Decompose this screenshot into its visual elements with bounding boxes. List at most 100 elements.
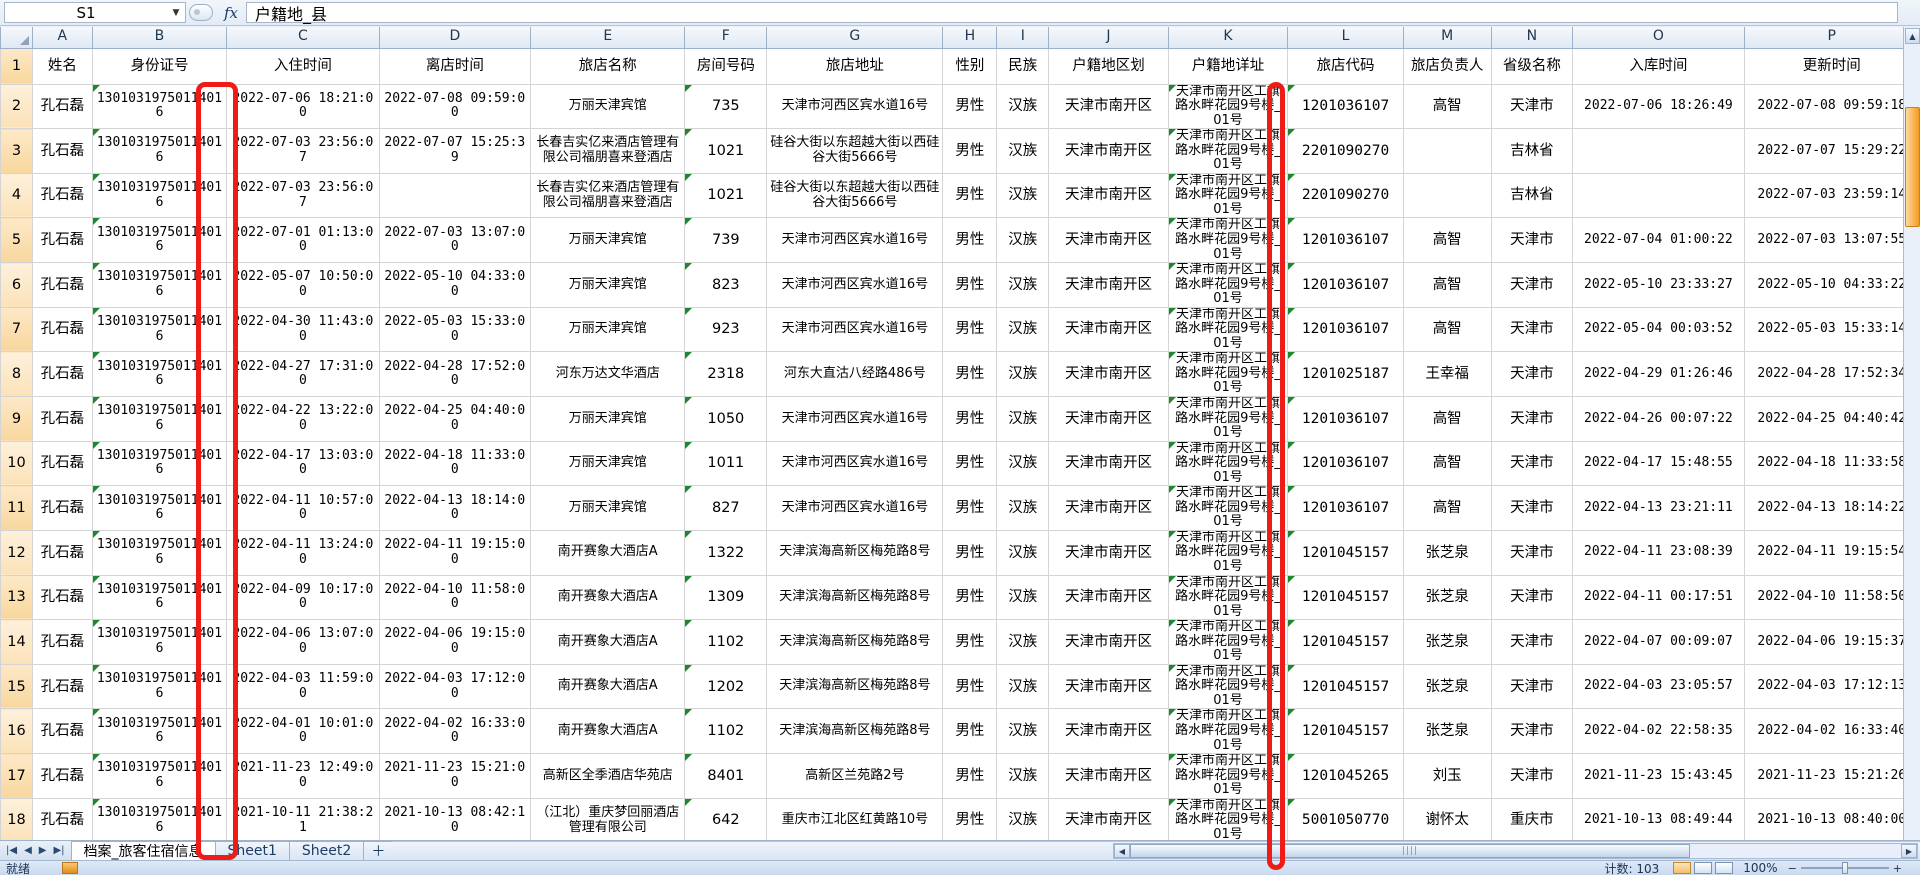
- field-header-e[interactable]: 旅店名称: [530, 47, 686, 85]
- field-header-b[interactable]: 身份证号: [91, 47, 228, 85]
- cell-d3[interactable]: 2022-07-07 15:25:39: [378, 128, 532, 174]
- cell-o10[interactable]: 2022-04-17 15:48:55: [1572, 440, 1745, 487]
- cell-d8[interactable]: 2022-04-28 17:52:00: [378, 351, 532, 397]
- cell-i15[interactable]: 汉族: [996, 663, 1050, 710]
- cell-l9[interactable]: 1201036107: [1287, 395, 1404, 442]
- name-box[interactable]: S1 ▼: [4, 2, 186, 23]
- cell-k6[interactable]: 天津市南开区工旗路水畔花园9号楼_01号: [1167, 262, 1289, 308]
- cell-k10[interactable]: 天津市南开区工旗路水畔花园9号楼_01号: [1167, 440, 1289, 487]
- cell-l2[interactable]: 1201036107: [1287, 83, 1404, 130]
- cell-d12[interactable]: 2022-04-11 19:15:00: [378, 529, 532, 576]
- cell-m3[interactable]: [1402, 128, 1492, 174]
- cell-l6[interactable]: 1201036107: [1287, 262, 1404, 308]
- cell-o5[interactable]: 2022-07-04 01:00:22: [1572, 217, 1745, 264]
- cell-m9[interactable]: 高智: [1402, 395, 1492, 442]
- cell-n2[interactable]: 天津市: [1490, 83, 1574, 130]
- cell-n17[interactable]: 天津市: [1490, 753, 1574, 799]
- cell-n11[interactable]: 天津市: [1490, 485, 1574, 531]
- cell-d7[interactable]: 2022-05-03 15:33:00: [378, 306, 532, 353]
- zoom-slider[interactable]: − +: [1788, 862, 1902, 875]
- first-sheet-icon[interactable]: |◀: [6, 845, 18, 856]
- chevron-down-icon[interactable]: ▼: [172, 7, 180, 18]
- cell-g11[interactable]: 天津市河西区宾水道16号: [766, 485, 944, 531]
- cell-i6[interactable]: 汉族: [996, 262, 1050, 308]
- cell-o7[interactable]: 2022-05-04 00:03:52: [1572, 306, 1745, 353]
- cell-i14[interactable]: 汉族: [996, 619, 1050, 665]
- cell-b16[interactable]: 13010319750114016: [91, 708, 228, 755]
- cell-d6[interactable]: 2022-05-10 04:33:00: [378, 262, 532, 308]
- cell-b4[interactable]: 13010319750114016: [91, 172, 228, 219]
- cell-o18[interactable]: 2021-10-13 08:49:44: [1572, 797, 1745, 840]
- cell-m5[interactable]: 高智: [1402, 217, 1492, 264]
- formula-bar-toggle[interactable]: [186, 0, 216, 25]
- horizontal-scroll-thumb[interactable]: ||||: [1130, 844, 1690, 858]
- cell-b13[interactable]: 13010319750114016: [91, 574, 228, 621]
- cell-p7[interactable]: 2022-05-03 15:33:14: [1743, 306, 1920, 353]
- cell-e2[interactable]: 万丽天津宾馆: [530, 83, 686, 130]
- cell-g15[interactable]: 天津滨海高新区梅苑路8号: [766, 663, 944, 710]
- cell-e15[interactable]: 南开赛象大酒店A: [530, 663, 686, 710]
- cell-p4[interactable]: 2022-07-03 23:59:14: [1743, 172, 1920, 219]
- last-sheet-icon[interactable]: ▶|: [53, 845, 65, 856]
- cell-k2[interactable]: 天津市南开区工旗路水畔花园9号楼_01号: [1167, 83, 1289, 130]
- cell-b2[interactable]: 13010319750114016: [91, 83, 228, 130]
- cell-p10[interactable]: 2022-04-18 11:33:58: [1743, 440, 1920, 487]
- column-header-j[interactable]: J: [1048, 27, 1169, 49]
- row-header-10[interactable]: 10: [0, 440, 33, 487]
- cell-n5[interactable]: 天津市: [1490, 217, 1574, 264]
- cell-f15[interactable]: 1202: [684, 663, 768, 710]
- cell-k8[interactable]: 天津市南开区工旗路水畔花园9号楼_01号: [1167, 351, 1289, 397]
- cell-f5[interactable]: 739: [684, 217, 768, 264]
- field-header-m[interactable]: 旅店负责人: [1402, 47, 1492, 85]
- status-record-icon[interactable]: [62, 862, 78, 874]
- cell-o3[interactable]: [1572, 128, 1745, 174]
- cell-d17[interactable]: 2021-11-23 15:21:00: [378, 753, 532, 799]
- cell-m7[interactable]: 高智: [1402, 306, 1492, 353]
- function-icon[interactable]: fx: [223, 3, 238, 22]
- cell-d14[interactable]: 2022-04-06 19:15:00: [378, 619, 532, 665]
- cell-a16[interactable]: 孔石磊: [31, 708, 93, 755]
- cell-o13[interactable]: 2022-04-11 00:17:51: [1572, 574, 1745, 621]
- cell-c17[interactable]: 2021-11-23 12:49:00: [226, 753, 380, 799]
- cell-n4[interactable]: 吉林省: [1490, 172, 1574, 219]
- cell-l13[interactable]: 1201045157: [1287, 574, 1404, 621]
- cell-n14[interactable]: 天津市: [1490, 619, 1574, 665]
- cell-e6[interactable]: 万丽天津宾馆: [530, 262, 686, 308]
- cell-i17[interactable]: 汉族: [996, 753, 1050, 799]
- cell-o8[interactable]: 2022-04-29 01:26:46: [1572, 351, 1745, 397]
- cell-c7[interactable]: 2022-04-30 11:43:00: [226, 306, 380, 353]
- cell-g13[interactable]: 天津滨海高新区梅苑路8号: [766, 574, 944, 621]
- cell-j9[interactable]: 天津市南开区: [1048, 395, 1169, 442]
- cell-k11[interactable]: 天津市南开区工旗路水畔花园9号楼_01号: [1167, 485, 1289, 531]
- cell-p12[interactable]: 2022-04-11 19:15:54: [1743, 529, 1920, 576]
- cell-a10[interactable]: 孔石磊: [31, 440, 93, 487]
- cell-i2[interactable]: 汉族: [996, 83, 1050, 130]
- cell-j10[interactable]: 天津市南开区: [1048, 440, 1169, 487]
- cell-p11[interactable]: 2022-04-13 18:14:22: [1743, 485, 1920, 531]
- cell-g3[interactable]: 硅谷大街以东超越大街以西硅谷大街5666号: [766, 128, 944, 174]
- cell-o2[interactable]: 2022-07-06 18:26:49: [1572, 83, 1745, 130]
- field-header-k[interactable]: 户籍地详址: [1167, 47, 1289, 85]
- column-header-o[interactable]: O: [1572, 27, 1745, 49]
- cell-d10[interactable]: 2022-04-18 11:33:00: [378, 440, 532, 487]
- cell-i13[interactable]: 汉族: [996, 574, 1050, 621]
- cell-b12[interactable]: 13010319750114016: [91, 529, 228, 576]
- cell-h12[interactable]: 男性: [942, 529, 998, 576]
- cell-b14[interactable]: 13010319750114016: [91, 619, 228, 665]
- cell-d4[interactable]: [378, 172, 532, 219]
- cell-g8[interactable]: 河东大直沽八经路486号: [766, 351, 944, 397]
- cell-e18[interactable]: （江北）重庆梦回丽酒店管理有限公司: [530, 797, 686, 840]
- zoom-out-icon[interactable]: −: [1787, 861, 1797, 875]
- cell-h3[interactable]: 男性: [942, 128, 998, 174]
- view-mode-buttons[interactable]: [1673, 862, 1734, 874]
- cell-c6[interactable]: 2022-05-07 10:50:00: [226, 262, 380, 308]
- cell-f9[interactable]: 1050: [684, 395, 768, 442]
- cell-k13[interactable]: 天津市南开区工旗路水畔花园9号楼_01号: [1167, 574, 1289, 621]
- cell-k14[interactable]: 天津市南开区工旗路水畔花园9号楼_01号: [1167, 619, 1289, 665]
- cell-p5[interactable]: 2022-07-03 13:07:55: [1743, 217, 1920, 264]
- cell-p14[interactable]: 2022-04-06 19:15:37: [1743, 619, 1920, 665]
- cell-p6[interactable]: 2022-05-10 04:33:22: [1743, 262, 1920, 308]
- cell-i8[interactable]: 汉族: [996, 351, 1050, 397]
- cell-f18[interactable]: 642: [684, 797, 768, 840]
- formula-input[interactable]: 户籍地_县: [246, 2, 1898, 24]
